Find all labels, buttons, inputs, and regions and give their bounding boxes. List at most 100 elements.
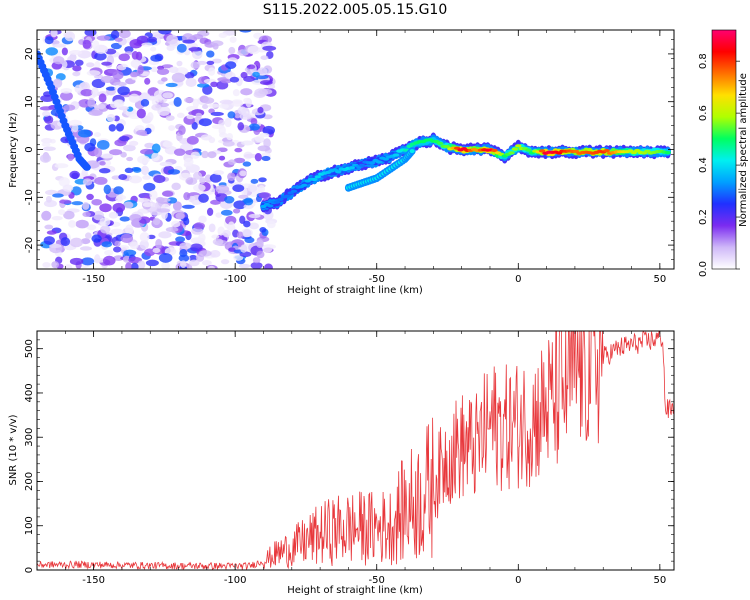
noise-blob [250,261,263,269]
noise-blob [119,135,130,142]
noise-blob [228,221,235,230]
noise-blob [247,45,260,55]
noise-blob [45,47,59,56]
noise-blob [98,168,111,174]
noise-blob [94,176,108,185]
noise-blob [243,197,254,206]
colorbar-tick-label: 0.2 [698,209,709,225]
noise-blob [171,72,186,83]
noise-blob [247,184,258,193]
noise-blob [158,231,172,239]
noise-blob [250,118,258,126]
noise-blob [114,240,121,247]
noise-blob [115,196,123,202]
ridge-blob [284,194,291,198]
x-tick-label: 50 [653,274,666,285]
colorbar-tick-label: 0.6 [698,105,709,121]
noise-blob [86,193,94,201]
noise-blob [87,98,96,108]
noise-blob [137,155,150,164]
noise-blob [198,233,206,242]
noise-blob [175,212,185,220]
noise-blob [261,244,273,253]
noise-blob [158,30,172,35]
noise-blob [129,71,139,78]
noise-blob [69,237,83,248]
ridge-blob [392,153,400,157]
noise-blob [191,121,198,130]
noise-blob [142,175,152,180]
noise-blob [43,236,55,245]
noise-blob [161,190,174,197]
spectrogram-x-label: Height of straight line (km) [287,285,423,296]
noise-blob [113,255,125,262]
y-tick-label: 500 [24,339,35,358]
noise-blob [142,202,153,208]
noise-blob [248,123,260,131]
noise-blob [63,210,75,220]
noise-blob [222,140,235,147]
noise-blob [208,108,215,114]
noise-blob [195,112,203,119]
noise-blob [80,88,93,97]
noise-blob [219,103,229,109]
noise-blob [263,138,271,148]
noise-blob [186,114,195,120]
noise-blob [40,137,53,144]
noise-blob [104,249,114,256]
noise-blob [239,215,246,224]
ridge-blob [511,147,519,151]
noise-blob [167,169,180,175]
noise-blob [240,88,253,96]
noise-blob [97,103,106,110]
noise-blob [42,146,56,151]
noise-blob [86,62,95,68]
noise-blob [162,140,173,148]
noise-blob [198,118,212,127]
noise-blob [42,110,51,117]
noise-blob [96,139,110,150]
noise-blob [238,263,251,269]
noise-blob [108,124,117,132]
noise-blob [207,151,217,159]
noise-blob [267,84,276,89]
noise-blob [75,219,89,229]
noise-blob [148,95,156,101]
colorbar-tick-label: 0.0 [698,261,709,277]
noise-blob [63,264,73,269]
noise-blob [101,61,113,66]
noise-blob [215,184,230,194]
noise-blob [220,79,232,84]
noise-blob [110,228,124,235]
noise-blob [86,70,101,77]
noise-blob [43,115,54,124]
noise-blob [150,66,158,73]
noise-blob [237,106,247,115]
noise-blob [124,224,134,235]
noise-blob [81,257,95,266]
noise-blob [256,250,265,259]
noise-blob [140,165,150,176]
noise-blob [137,64,144,75]
noise-blob [246,64,256,70]
noise-blob [166,44,175,51]
noise-blob [139,232,150,242]
noise-blob [218,155,226,161]
noise-blob [218,132,228,138]
snr-x-label: Height of straight line (km) [287,585,423,596]
noise-blob [132,167,142,173]
snr-frame [36,330,675,571]
noise-blob [188,259,200,267]
noise-blob [54,163,69,169]
noise-blob [144,77,151,85]
x-tick-label: -150 [82,274,105,285]
noise-blob [51,215,63,221]
spectrogram-ridge [260,132,671,213]
noise-blob [243,153,258,158]
noise-blob [150,54,162,62]
snr-panel: -150 -100 -50 0 50 0 100 200 300 400 500 Height o… [8,330,675,596]
noise-blob [181,204,195,209]
ridge-blob [348,166,356,170]
noise-blob [52,78,63,88]
